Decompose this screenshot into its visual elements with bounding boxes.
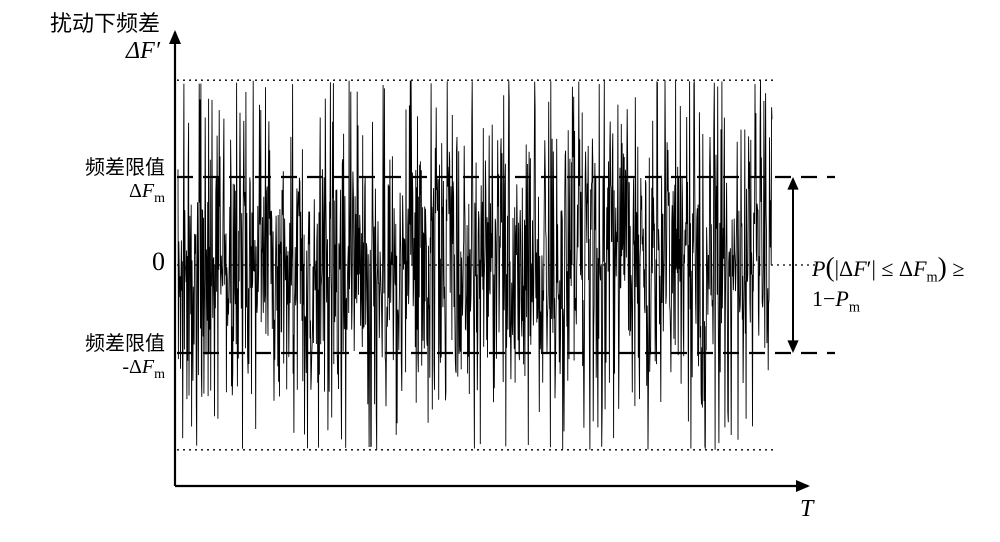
signal-trace	[178, 80, 772, 450]
plot-svg	[0, 0, 1000, 542]
figure-root: 扰动下频差 ΔF′ 频差限值ΔFm0频差限值-ΔFm P(|ΔF′| ≤ ΔFm…	[0, 0, 1000, 542]
